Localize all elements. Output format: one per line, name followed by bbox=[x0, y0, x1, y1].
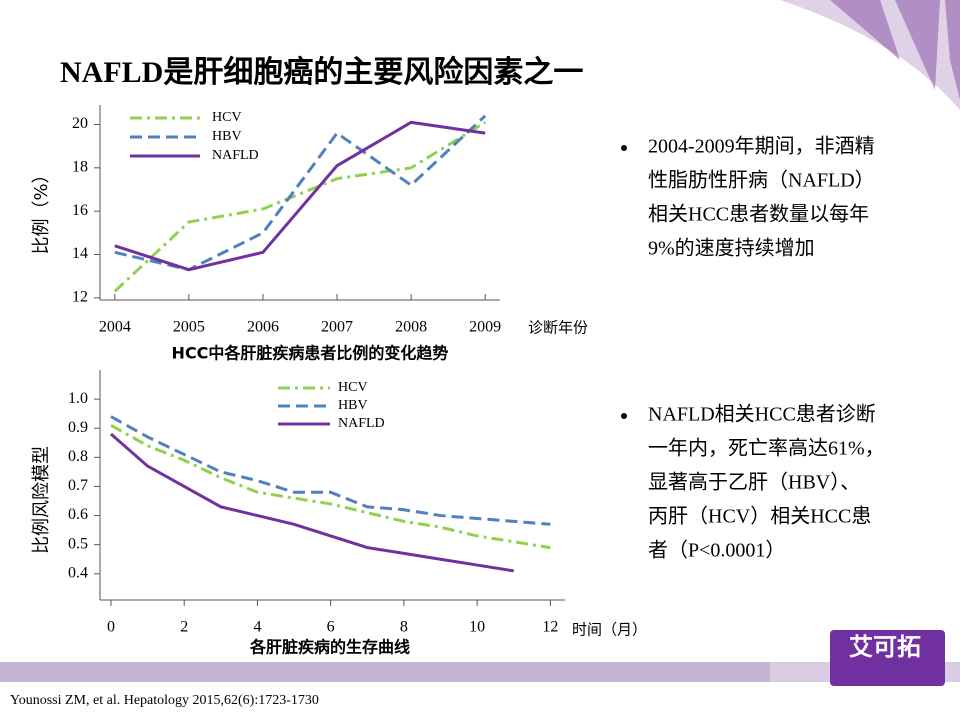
y-tick-label: 0.6 bbox=[68, 506, 88, 523]
citation: Younossi ZM, et al. Hepatology 2015,62(6… bbox=[10, 693, 319, 708]
bullet-dot bbox=[621, 413, 627, 419]
y-tick-label: 18 bbox=[72, 159, 88, 176]
bullet-text: 性脂肪性肝病（NAFLD） bbox=[648, 169, 875, 192]
legend-label: HBV bbox=[212, 129, 242, 144]
x-tick-label: 2 bbox=[180, 619, 188, 636]
x-tick-label: 0 bbox=[107, 619, 115, 636]
bullet-text: 相关HCC患者数量以每年 bbox=[648, 203, 869, 226]
slide-title: NAFLD是肝细胞癌的主要风险因素之一 bbox=[60, 55, 583, 89]
x-axis-title: 诊断年份 bbox=[528, 319, 588, 337]
y-tick-label: 12 bbox=[72, 289, 88, 306]
chart-caption: 各肝脏疾病的生存曲线 bbox=[249, 638, 410, 657]
y-tick-label: 0.5 bbox=[68, 535, 88, 552]
logo: 艾可拓 bbox=[849, 633, 921, 661]
legend-label: HCV bbox=[338, 380, 368, 395]
legend-label: HBV bbox=[338, 398, 368, 413]
bullet-text: 丙肝（HCV）相关HCC患 bbox=[648, 505, 871, 528]
legend-label: NAFLD bbox=[212, 148, 259, 163]
x-tick-label: 10 bbox=[469, 619, 485, 636]
bullet-text: 显著高于乙肝（HBV）、 bbox=[648, 471, 860, 494]
series-line bbox=[114, 120, 486, 272]
bullet-dot bbox=[621, 145, 627, 151]
x-tick-label: 2004 bbox=[99, 319, 131, 336]
series-line bbox=[110, 424, 551, 550]
x-axis-title: 时间（月） bbox=[572, 621, 647, 639]
x-tick-label: 2007 bbox=[321, 319, 353, 336]
x-tick-label: 2006 bbox=[247, 319, 279, 336]
bullet-text: 一年内，死亡率高达61%， bbox=[648, 437, 885, 460]
decoration bbox=[0, 0, 960, 686]
y-tick-label: 1.0 bbox=[68, 390, 88, 407]
x-tick-label: 8 bbox=[400, 619, 408, 636]
x-tick-label: 2009 bbox=[469, 319, 501, 336]
bullet-text: NAFLD相关HCC患者诊断 bbox=[648, 403, 876, 426]
x-tick-label: 12 bbox=[542, 619, 558, 636]
x-tick-label: 6 bbox=[327, 619, 335, 636]
series-line bbox=[110, 415, 551, 526]
x-tick-label: 4 bbox=[253, 619, 261, 636]
bullet-text: 9%的速度持续增加 bbox=[648, 237, 815, 260]
y-axis-title: 比例（%） bbox=[31, 165, 52, 254]
y-tick-label: 16 bbox=[72, 202, 88, 219]
y-tick-label: 20 bbox=[72, 115, 88, 132]
bullet-text: 2004-2009年期间，非酒精 bbox=[648, 135, 875, 158]
y-axis-title: 比例风险模型 bbox=[31, 446, 52, 554]
y-tick-label: 0.4 bbox=[68, 564, 88, 581]
y-tick-label: 0.9 bbox=[68, 419, 88, 436]
x-tick-label: 2008 bbox=[395, 319, 427, 336]
series-line bbox=[113, 121, 486, 293]
chart-caption: HCC中各肝脏疾病患者比例的变化趋势 bbox=[172, 344, 449, 363]
bullet-text: 者（P<0.0001） bbox=[648, 539, 785, 562]
y-tick-label: 0.8 bbox=[68, 448, 88, 465]
x-tick-label: 2005 bbox=[173, 319, 205, 336]
legend-label: NAFLD bbox=[338, 416, 385, 431]
legend-label: HCV bbox=[212, 110, 242, 125]
series-line bbox=[109, 432, 514, 573]
y-tick-label: 0.7 bbox=[68, 477, 88, 494]
y-tick-label: 14 bbox=[72, 245, 88, 262]
